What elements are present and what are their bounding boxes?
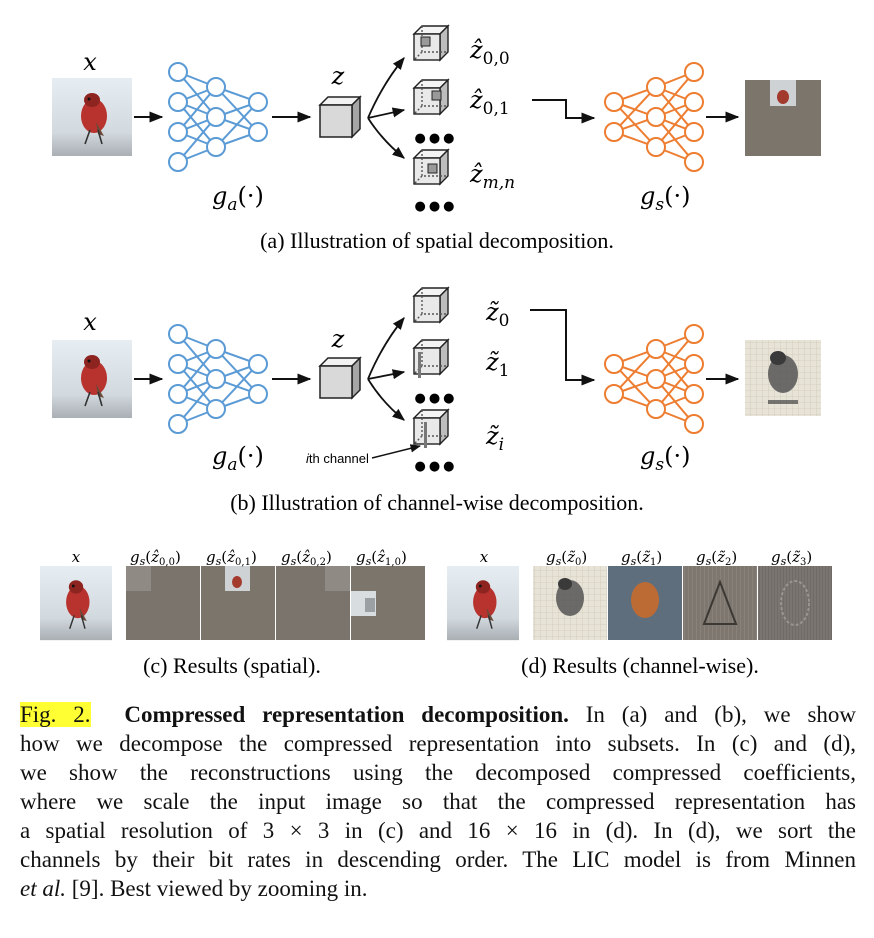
ga-label-b: ga(·)	[212, 442, 264, 475]
z01-label: ẑ0,1	[469, 86, 510, 119]
zmn-label: ẑm,n	[469, 160, 515, 193]
ga-label-a: ga(·)	[212, 182, 264, 215]
caption-c: (c) Results (spatial).	[143, 653, 321, 678]
gs-label-a: gs(·)	[640, 182, 690, 215]
d-result-0	[533, 566, 607, 640]
zt1-label: z̃1	[485, 348, 509, 381]
caption-line-7: et al. [9]. Best viewed by zooming in.	[20, 874, 856, 903]
input-image-b	[51, 339, 133, 419]
z00-label: ẑ0,0	[469, 36, 510, 69]
caption-line-6: channels by their bit rates in descendin…	[20, 847, 856, 872]
gs-label-b: gs(·)	[640, 442, 690, 475]
d-label-3: gs(z̃3)	[771, 548, 812, 568]
sub-cube-01	[413, 79, 449, 115]
caption-b: (b) Illustration of channel-wise decompo…	[230, 490, 644, 515]
d-label-2: gs(z̃2)	[696, 548, 737, 568]
caption-title: Compressed representation decomposition.	[124, 702, 569, 727]
decoder-network-a	[604, 62, 704, 172]
dots-a1: ●●●	[414, 131, 457, 146]
panel-d: x gs(z̃0) gs(z̃1) gs(z̃2) gs(z̃3) (d) Re…	[446, 548, 832, 678]
d-result-3	[758, 566, 832, 640]
panel-b: x ga(·) z ●●● ●●● ith channel z̃0 z̃1 z̃…	[51, 287, 821, 515]
zt0-label: z̃0	[485, 298, 509, 331]
dots-a2: ●●●	[414, 199, 457, 214]
latent-cube-b	[319, 357, 361, 399]
c-input-image	[39, 565, 113, 641]
c-result-02	[276, 566, 350, 640]
dots-b1: ●●●	[414, 391, 457, 406]
c-label-01: gs(ẑ0,1)	[206, 548, 257, 568]
caption-l7-rest: [9]. Best viewed by zooming in.	[66, 876, 368, 901]
channel-cube-0	[413, 287, 449, 323]
caption-et-al: et al.	[20, 876, 66, 901]
c-label-00: gs(ẑ0,0)	[130, 548, 181, 568]
input-image-a	[51, 77, 133, 157]
d-result-2	[683, 566, 757, 640]
latent-cube-a	[319, 96, 361, 138]
d-label-1: gs(z̃1)	[621, 548, 662, 568]
ith-channel-label: ith channel	[306, 451, 369, 466]
caption-line-3: we show the reconstructions using the de…	[20, 760, 856, 785]
c-label-02: gs(ẑ0,2)	[281, 548, 332, 568]
caption-line-2: how we decompose the compressed represen…	[20, 731, 856, 756]
z-label-a: z	[331, 62, 345, 90]
channel-cube-i	[413, 409, 449, 445]
caption-a: (a) Illustration of spatial decompositio…	[260, 228, 614, 253]
panel-c: x gs(ẑ0,0) gs(ẑ0,1) gs(ẑ0,2) gs(ẑ1,0) (c…	[39, 548, 425, 678]
d-label-0: gs(z̃0)	[546, 548, 587, 568]
output-image-b	[745, 340, 821, 416]
c-label-10: gs(ẑ1,0)	[356, 548, 407, 568]
decoder-network-b	[604, 324, 704, 434]
panel-a: x ga(·) z ●●● ●●● ẑ0,0 ẑ0,1 ẑm,n gs(·) (…	[51, 25, 821, 253]
caption-d: (d) Results (channel-wise).	[521, 653, 759, 678]
z-label-b: z	[331, 325, 345, 353]
zti-label: z̃i	[485, 422, 504, 455]
c-label-x: x	[72, 548, 81, 566]
c-result-10	[351, 566, 425, 640]
dots-b2: ●●●	[414, 459, 457, 474]
caption-line-4: where we scale the input image so that t…	[20, 789, 856, 814]
encoder-network-a	[168, 62, 268, 172]
d-result-1	[608, 566, 682, 640]
output-image-a	[745, 80, 821, 156]
x-label-a: x	[83, 48, 97, 76]
d-input-image	[446, 565, 520, 641]
x-label-b: x	[83, 308, 97, 336]
caption-l1-rest: In (a) and (b), we show	[568, 702, 856, 727]
c-result-00	[126, 566, 200, 640]
d-label-x: x	[480, 548, 489, 566]
figure-2: x ga(·) z ●●● ●●● ẑ0,0 ẑ0,1 ẑm,n gs(·) (…	[39, 25, 832, 678]
sub-cube-00	[413, 25, 449, 61]
caption-line-5: a spatial resolution of 3 × 3 in (c) and…	[20, 818, 856, 843]
figure-label: Fig. 2.	[20, 702, 91, 727]
c-result-01	[201, 566, 275, 640]
caption-line-1: Fig. 2. Compressed representation decomp…	[20, 700, 856, 729]
encoder-network-b	[168, 324, 268, 434]
